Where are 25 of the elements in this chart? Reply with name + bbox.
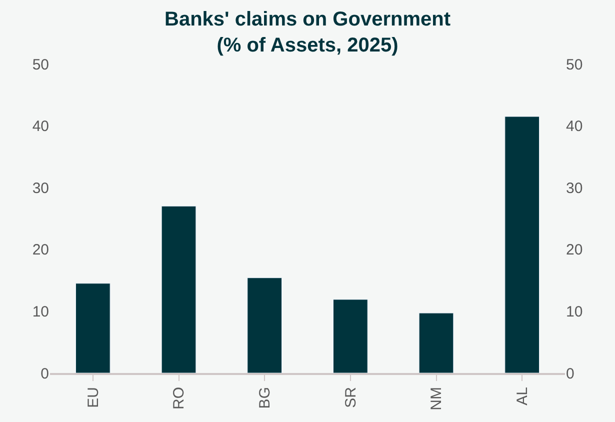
y-tick-label: 40 xyxy=(32,118,49,136)
y-tick-label: 30 xyxy=(32,180,49,197)
x-tick-label: SR xyxy=(342,386,360,408)
y2-tick-label: 50 xyxy=(566,56,583,74)
x-tick-label: AL xyxy=(514,387,531,406)
y-tick-label: 10 xyxy=(32,303,49,320)
x-tick-label: NM xyxy=(428,387,446,410)
y2-tick-label: 20 xyxy=(566,242,583,259)
y2-tick-label: 40 xyxy=(566,118,583,136)
bar xyxy=(418,312,454,373)
y-tick-label: 20 xyxy=(32,242,49,259)
bar xyxy=(161,206,196,373)
bar xyxy=(333,299,368,373)
y2-tick-label: 0 xyxy=(566,365,574,382)
y2-tick-label: 30 xyxy=(566,180,583,197)
x-tick-label: RO xyxy=(170,387,188,410)
x-tick-label: BG xyxy=(256,387,274,409)
x-tick-label: EU xyxy=(84,387,102,408)
y-tick-label: 0 xyxy=(40,365,49,382)
y-tick-label: 50 xyxy=(32,56,49,74)
chart-title: Banks' claims on Government (% of Assets, 2025) xyxy=(164,8,451,56)
bar xyxy=(76,283,110,373)
bar xyxy=(504,116,540,373)
y2-tick-label: 10 xyxy=(566,303,583,320)
bar xyxy=(247,278,282,373)
